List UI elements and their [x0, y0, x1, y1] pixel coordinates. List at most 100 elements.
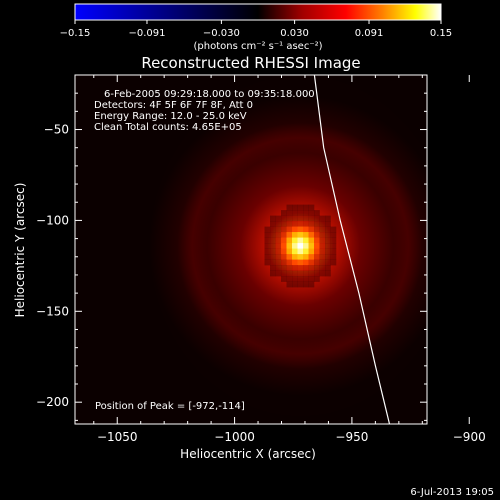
source-pixel	[286, 232, 293, 238]
colorbar-gradient	[75, 4, 441, 20]
source-pixel	[286, 270, 293, 277]
source-pixel	[281, 221, 287, 227]
source-pixel	[281, 243, 287, 249]
source-pixel	[319, 226, 326, 233]
source-pixel	[297, 243, 304, 249]
source-pixel	[281, 270, 287, 277]
source-pixel	[308, 270, 315, 277]
source-pixel	[308, 276, 315, 282]
source-pixel	[330, 243, 337, 249]
source-pixel	[275, 221, 282, 227]
source-pixel	[286, 259, 293, 266]
source-pixel	[264, 243, 271, 249]
source-pixel	[303, 248, 309, 255]
source-pixel	[270, 254, 276, 260]
info-line: Detectors: 4F 5F 6F 7F 8F, Att 0	[94, 100, 253, 111]
source-pixel	[292, 237, 298, 244]
source-pixel	[264, 232, 271, 238]
source-pixel	[297, 232, 304, 238]
source-pixel	[286, 226, 293, 233]
source-pixel	[281, 226, 287, 233]
source-pixel	[319, 254, 326, 260]
source-pixel	[325, 232, 331, 238]
source-pixel	[275, 248, 282, 255]
colorbar-tick-label: 0.030	[280, 28, 309, 39]
source-pixel	[270, 237, 276, 244]
source-pixel	[292, 232, 298, 238]
source-pixel	[308, 265, 315, 271]
y-tick-label: −200	[36, 395, 69, 409]
source-pixel	[292, 243, 298, 249]
source-pixel	[325, 221, 331, 227]
source-pixel	[303, 232, 309, 238]
source-pixel	[308, 226, 315, 233]
plot-frame	[74, 74, 428, 425]
source-pixel	[325, 254, 331, 260]
source-pixel	[286, 281, 293, 288]
source-pixel	[303, 270, 309, 277]
source-pixel	[270, 221, 276, 227]
source-pixel	[281, 210, 287, 216]
source-pixel	[292, 276, 298, 282]
source-core-pixels	[264, 204, 337, 288]
source-pixel	[297, 237, 304, 244]
x-tick-label: −900	[453, 430, 486, 444]
source-pixel	[308, 215, 315, 222]
source-pixel	[303, 215, 309, 222]
source-pixel	[314, 215, 320, 222]
source-pixel	[325, 237, 331, 244]
source-pixel	[275, 226, 282, 233]
source-pixel	[319, 237, 326, 244]
source-pixel	[292, 281, 298, 288]
source-pixel	[286, 248, 293, 255]
source-pixel	[325, 215, 331, 222]
source-pixel	[314, 248, 320, 255]
timestamp: 6-Jul-2013 19:05	[410, 487, 494, 498]
source-pixel	[330, 237, 337, 244]
source-pixel	[314, 226, 320, 233]
source-pixel	[264, 237, 271, 244]
source-pixel	[308, 254, 315, 260]
source-pixel	[308, 210, 315, 216]
source-pixel	[330, 259, 337, 266]
source-pixel	[297, 276, 304, 282]
source-pixel	[303, 226, 309, 233]
source-pixel	[292, 270, 298, 277]
source-pixel	[281, 265, 287, 271]
source-pixel	[281, 215, 287, 222]
source-pixel	[319, 248, 326, 255]
source-pixel	[292, 254, 298, 260]
source-pixel	[286, 243, 293, 249]
source-pixel	[303, 281, 309, 288]
x-axis-label: Heliocentric X (arcsec)	[180, 447, 316, 461]
source-pixel	[292, 204, 298, 211]
source-pixel	[330, 232, 337, 238]
colorbar-tick-label: 0.15	[430, 28, 452, 39]
source-pixel	[297, 215, 304, 222]
y-axis-label: Heliocentric Y (arcsec)	[13, 183, 27, 318]
peak-position-label: Position of Peak = [-972,-114]	[95, 401, 245, 412]
source-pixel	[286, 276, 293, 282]
source-pixel	[303, 221, 309, 227]
source-pixel	[270, 226, 276, 233]
x-axis: −1050 −1000 −950 −900	[93, 75, 486, 444]
source-pixel	[319, 232, 326, 238]
source-pixel	[297, 281, 304, 288]
source-pixel	[286, 215, 293, 222]
y-tick-label: −50	[44, 123, 69, 137]
source-pixel	[314, 232, 320, 238]
source-pixel	[286, 265, 293, 271]
source-pixel	[308, 243, 315, 249]
source-pixel	[303, 259, 309, 266]
source-pixel	[303, 237, 309, 244]
source-pixel	[297, 259, 304, 266]
source-pixel	[297, 221, 304, 227]
source-pixel	[303, 276, 309, 282]
source-pixel	[275, 215, 282, 222]
info-line: 6-Feb-2005 09:29:18.000 to 09:35:18.000	[104, 89, 315, 100]
source-pixel	[264, 248, 271, 255]
source-pixel	[314, 259, 320, 266]
source-pixel	[319, 215, 326, 222]
y-axis: −50 −100 −150 −200	[36, 74, 427, 421]
